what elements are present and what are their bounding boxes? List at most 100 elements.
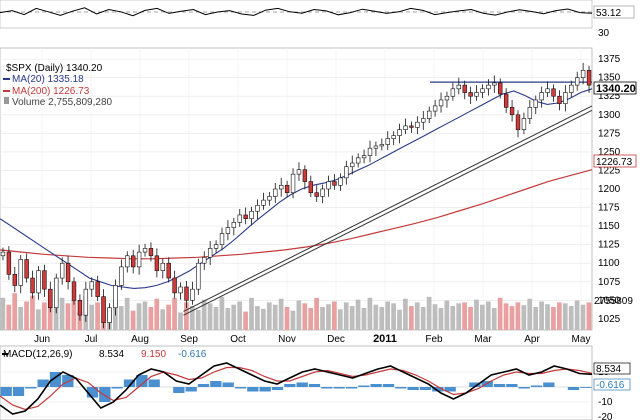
macd-legend-signal: 9.150 (141, 349, 166, 360)
macd-signal-line (0, 366, 593, 411)
rsi-last-value: 53.12 (596, 8, 621, 19)
price-last-label: 1340.20 (596, 83, 636, 95)
candle-body (355, 157, 361, 164)
volume-bar (284, 307, 290, 330)
price-x-tick-label: Aug (131, 334, 149, 345)
macd-panel-frame (0, 345, 593, 420)
rsi-panel: 53.12 30 (0, 0, 635, 39)
macd-histogram-bar (12, 387, 25, 396)
candle-body (450, 88, 456, 97)
candle-body (361, 155, 367, 159)
candle-body (196, 262, 201, 290)
rsi-last-box (593, 5, 635, 19)
price-y-tick-label: 1250 (598, 147, 621, 158)
volume-bar (278, 298, 284, 330)
candle-body (308, 181, 313, 194)
volume-bar (450, 306, 456, 330)
candle-body (545, 88, 550, 93)
volume-bar (255, 306, 260, 330)
candle-body (24, 259, 29, 279)
candle-body (350, 162, 355, 168)
rsi-panel-frame (0, 0, 593, 29)
volume-bar (249, 297, 254, 330)
macd-histogram-bar (284, 384, 296, 387)
price-y-tick-label: 1325 (598, 91, 621, 102)
volume-bar (219, 296, 225, 330)
volume-bar (343, 302, 349, 330)
volume-bar (308, 307, 314, 330)
candle-body (267, 196, 272, 201)
candle-body (492, 82, 497, 86)
ma200-line (0, 169, 593, 260)
legend-ma20: MA(20) 1335.18 (12, 74, 84, 85)
volume-bar (290, 310, 296, 330)
macd-line (0, 362, 593, 415)
candle-body (237, 214, 242, 223)
candle-body (290, 173, 296, 194)
macd-histogram-bar (444, 387, 456, 392)
candle-body (243, 214, 248, 219)
volume-bar (580, 304, 586, 330)
macd-histogram-bar (530, 385, 543, 387)
volume-bar (574, 300, 580, 330)
candle-body (515, 114, 521, 130)
volume-bar (201, 299, 207, 330)
ma200-value-label: 1226.73 (596, 157, 633, 168)
candle-body (219, 233, 225, 245)
candle-body (338, 177, 343, 186)
trendline (183, 109, 593, 316)
macd-histogram-bar (370, 384, 382, 387)
volume-bar (30, 295, 35, 330)
volume-bar (130, 310, 136, 330)
candle-body (385, 138, 390, 145)
volume-bar (521, 305, 527, 330)
candle-body (409, 125, 414, 128)
price-y-tick-label: 1100 (598, 258, 620, 269)
rsi-axis-30: 30 (598, 28, 610, 39)
price-y-tick-label: 1075 (598, 277, 621, 288)
volume-bar (36, 309, 41, 330)
volume-bar (124, 297, 130, 330)
macd-histogram-bar (247, 387, 259, 392)
macd-histogram-bar (518, 387, 530, 389)
legend-volume: Volume 2,755,809,280 (12, 97, 113, 108)
candle-body (136, 251, 142, 268)
macd-histogram-bar (210, 381, 222, 387)
candle-body (527, 107, 533, 119)
volume-bar (53, 307, 59, 330)
price-gridlines (0, 48, 592, 330)
candle-body (89, 281, 94, 290)
macd-value-box (593, 362, 631, 375)
macd-histogram-bar (0, 387, 12, 396)
candle-body (42, 270, 47, 290)
candle-body (533, 99, 538, 108)
macd-histogram-bar (407, 387, 419, 390)
candle-body (148, 248, 154, 257)
macd-y-tick-label: -10 (598, 397, 613, 408)
volume-bar (456, 303, 462, 330)
macd-legend: MACD(12,26,9) 8.534 9.150 -0.616 (2, 349, 207, 360)
price-x-tick-label: 2011 (373, 333, 397, 345)
macd-histogram-bar (62, 375, 74, 387)
volume-bar (154, 298, 160, 330)
macd-histogram-bar (345, 387, 358, 389)
candle-body (48, 288, 53, 309)
macd-histogram-bar (395, 387, 407, 389)
candle-body (296, 169, 302, 175)
candle-body (202, 256, 207, 264)
candle-body (563, 92, 568, 104)
macd-histogram-bar (506, 384, 518, 387)
volume-bar (545, 304, 550, 330)
volume-bar (444, 300, 450, 330)
candle-body (131, 255, 136, 268)
volume-bar (527, 298, 533, 330)
macd-legend-hist: -0.616 (178, 349, 207, 360)
ma200-value-box (593, 154, 637, 168)
macd-histogram-bar (99, 387, 111, 402)
volume-bar (373, 304, 379, 330)
candle-body (166, 262, 171, 279)
macd-histogram-bar (136, 375, 148, 387)
volume-bar (355, 299, 361, 330)
candle-body (427, 110, 432, 119)
volume-bar (231, 304, 237, 330)
